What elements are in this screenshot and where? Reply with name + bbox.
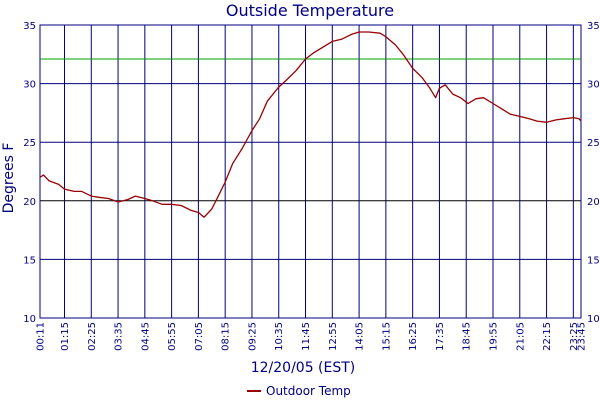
x-tick-label: 08:15 <box>221 322 232 351</box>
x-tick-label: 11:45 <box>301 322 312 351</box>
x-tick-label: 22:15 <box>542 322 553 351</box>
x-axis-label: 12/20/05 (EST) <box>251 360 356 376</box>
y-tick-label-left: 35 <box>23 21 36 32</box>
series-group <box>39 31 582 218</box>
legend: Outdoor Temp <box>247 384 351 398</box>
x-tick-label: 21:05 <box>515 322 526 351</box>
y-tick-label-right: 10 <box>587 314 600 325</box>
y-axis-left: 10 15 20 25 30 35 <box>23 21 36 325</box>
y-tick-label-left: 30 <box>23 80 36 91</box>
x-axis: 00:11 01:15 02:25 03:35 04:45 05:55 07:05 08:15… <box>36 322 588 351</box>
x-tick-label: 14:05 <box>355 322 366 351</box>
y-axis-right: 10 15 20 25 30 35 <box>587 21 600 325</box>
y-tick-label-left: 15 <box>23 255 36 266</box>
series-line-outdoor-temp <box>39 31 582 218</box>
x-tick-label: 16:25 <box>408 322 419 351</box>
x-tick-label: 01:15 <box>60 322 71 351</box>
y-tick-label-right: 30 <box>587 80 600 91</box>
x-tick-label: 02:25 <box>87 322 98 351</box>
grid <box>39 24 582 319</box>
y-tick-label-right: 20 <box>587 197 600 208</box>
x-tick-label: 10:35 <box>274 322 285 351</box>
x-tick-label: 09:25 <box>247 322 258 351</box>
x-tick-label: 07:05 <box>194 322 205 351</box>
y-tick-label-right: 35 <box>587 21 600 32</box>
x-tick-label: 04:45 <box>140 322 151 351</box>
y-tick-label-right: 25 <box>587 138 600 149</box>
y-axis-label: Degrees F <box>1 143 17 214</box>
x-tick-label: 12:55 <box>328 322 339 351</box>
x-tick-label: 23:25 <box>569 322 580 351</box>
x-tick-label: 05:55 <box>167 322 178 351</box>
x-tick-label: 15:15 <box>381 322 392 351</box>
legend-label: Outdoor Temp <box>266 384 351 398</box>
x-tick-label: 18:45 <box>462 322 473 351</box>
x-tick-label: 17:35 <box>435 322 446 351</box>
y-tick-label-left: 10 <box>23 314 36 325</box>
x-tick-label: 19:55 <box>489 322 500 351</box>
y-tick-label-left: 25 <box>23 138 36 149</box>
y-tick-label-left: 20 <box>23 197 36 208</box>
y-tick-label-right: 15 <box>587 255 600 266</box>
x-tick-label: 03:35 <box>114 322 125 351</box>
x-tick-label: 00:11 <box>36 322 47 351</box>
chart-title: Outside Temperature <box>226 1 394 20</box>
x-tick-label: 23:45 <box>577 322 588 351</box>
